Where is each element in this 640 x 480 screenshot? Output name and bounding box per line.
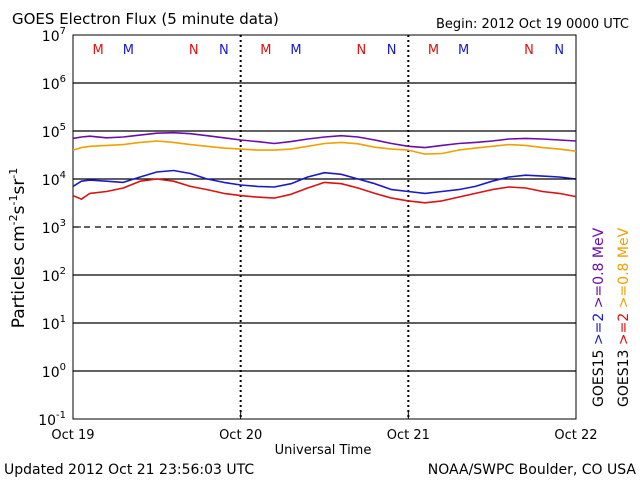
marker-label: M: [458, 43, 469, 58]
y-tick-label: 101: [42, 314, 66, 333]
x-tick-label: Oct 22: [554, 428, 597, 443]
y-tick-label: 100: [42, 362, 66, 381]
y-axis-label: Particles cm-2s-1sr-1: [7, 168, 29, 329]
x-tick-label: Oct 19: [51, 428, 94, 443]
marker-label: N: [387, 43, 397, 58]
legend-entry: GOES15 >=2 >=0.8 MeV: [591, 227, 607, 407]
updated-timestamp: Updated 2012 Oct 21 23:56:03 UTC: [4, 462, 254, 478]
y-tick-label: 10-1: [38, 410, 66, 429]
gridlines: [73, 35, 576, 419]
y-tick-label: 102: [42, 266, 66, 285]
marker-label: N: [189, 43, 199, 58]
marker-label: M: [260, 43, 271, 58]
legend: GOES15 >=2 >=0.8 MeV GOES13 >=2 >=0.8 MeV: [591, 227, 632, 407]
marker-label: M: [428, 43, 439, 58]
y-tick-label: 106: [42, 74, 66, 93]
marker-label: N: [554, 43, 564, 58]
x-tick-label: Oct 21: [387, 428, 430, 443]
legend-entry: GOES13 >=2 >=0.8 MeV: [616, 227, 632, 407]
y-tick-label: 107: [42, 26, 66, 45]
marker-label: M: [290, 43, 301, 58]
series-layer: [72, 131, 577, 204]
plot-area: [72, 34, 577, 420]
marker-label: N: [524, 43, 534, 58]
marker-label: N: [219, 43, 229, 58]
x-axis-ticks: Oct 19 Oct 20 Oct 21 Oct 22: [51, 411, 598, 443]
x-axis-label: Universal Time: [275, 443, 372, 458]
y-tick-label: 103: [42, 218, 66, 237]
y-axis-ticks: 107 106 105 104 103 102 101 100 10-1: [38, 26, 576, 429]
marker-label: M: [123, 43, 134, 58]
series-line: [72, 140, 577, 155]
x-tick-label: Oct 20: [219, 428, 262, 443]
chart-title: GOES Electron Flux (5 minute data): [12, 10, 279, 28]
plot-frame: [72, 34, 577, 420]
series-line: [72, 169, 577, 195]
marker-label: N: [357, 43, 367, 58]
y-tick-label: 105: [42, 122, 66, 141]
source-credit: NOAA/SWPC Boulder, CO USA: [428, 462, 637, 478]
y-tick-label: 104: [42, 170, 66, 189]
marker-label: M: [93, 43, 104, 58]
series-line: [72, 178, 577, 204]
series-line: [72, 131, 577, 149]
begin-date: Begin: 2012 Oct 19 0000 UTC: [436, 17, 629, 32]
